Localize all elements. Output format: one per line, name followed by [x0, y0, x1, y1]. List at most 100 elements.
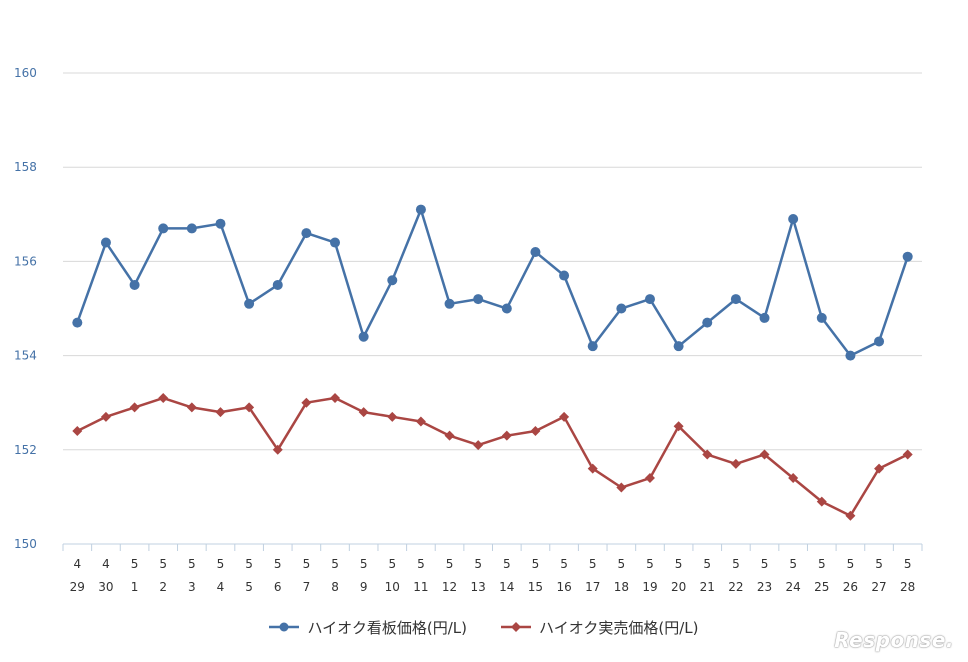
data-point-series-2[interactable] — [244, 402, 255, 413]
legend-circle-marker-icon — [269, 622, 300, 632]
x-tick-label-month: 5 — [503, 557, 511, 571]
x-tick-label-month: 5 — [217, 557, 225, 571]
legend-item-series-2[interactable]: ハイオク実売価格(円/L) — [501, 617, 699, 638]
x-tick-label-day: 16 — [556, 580, 571, 594]
data-point-series-1[interactable] — [72, 317, 83, 328]
x-tick-label-day: 2 — [159, 580, 167, 594]
data-point-series-1[interactable] — [673, 341, 684, 352]
data-point-series-1[interactable] — [730, 294, 741, 305]
data-point-series-1[interactable] — [473, 294, 484, 305]
data-point-series-1[interactable] — [129, 279, 140, 290]
data-point-series-1[interactable] — [330, 237, 341, 248]
x-tick-label-month: 5 — [417, 557, 425, 571]
x-tick-label-month: 5 — [560, 557, 568, 571]
x-tick-label-day: 3 — [188, 580, 196, 594]
data-point-series-2[interactable] — [702, 449, 713, 460]
x-tick-label-month: 5 — [904, 557, 912, 571]
x-tick-label-month: 5 — [188, 557, 196, 571]
data-point-series-1[interactable] — [358, 331, 369, 342]
data-point-series-1[interactable] — [816, 312, 827, 323]
data-point-series-1[interactable] — [272, 279, 283, 290]
x-tick-label-month: 5 — [703, 557, 711, 571]
data-point-series-2[interactable] — [415, 416, 426, 427]
data-point-series-2[interactable] — [845, 510, 856, 521]
x-tick-label-day: 10 — [385, 580, 400, 594]
data-point-series-1[interactable] — [244, 298, 255, 309]
series-line-2 — [76, 396, 909, 517]
data-point-series-1[interactable] — [100, 237, 111, 248]
data-point-series-1[interactable] — [301, 228, 312, 239]
data-point-series-2[interactable] — [444, 430, 455, 441]
data-point-series-2[interactable] — [788, 473, 799, 484]
data-point-series-1[interactable] — [444, 298, 455, 309]
data-point-series-1[interactable] — [215, 218, 226, 229]
data-point-series-1[interactable] — [501, 303, 512, 314]
data-point-series-2[interactable] — [129, 402, 140, 413]
x-tick-label-day: 18 — [614, 580, 629, 594]
x-tick-label-month: 5 — [646, 557, 654, 571]
data-point-series-1[interactable] — [530, 246, 541, 257]
x-tick-label-day: 21 — [700, 580, 715, 594]
x-tick-label-month: 5 — [589, 557, 597, 571]
data-point-series-2[interactable] — [473, 440, 484, 451]
x-tick-label-month: 4 — [73, 557, 81, 571]
data-point-series-2[interactable] — [902, 449, 913, 460]
legend-item-series-1[interactable]: ハイオク看板価格(円/L) — [269, 617, 467, 638]
x-tick-label-day: 24 — [786, 580, 801, 594]
data-point-series-2[interactable] — [100, 411, 111, 422]
data-point-series-1[interactable] — [702, 317, 713, 328]
data-point-series-2[interactable] — [759, 449, 770, 460]
data-point-series-2[interactable] — [186, 402, 197, 413]
data-point-series-2[interactable] — [559, 411, 570, 422]
data-point-series-2[interactable] — [215, 407, 226, 418]
data-point-series-2[interactable] — [358, 407, 369, 418]
data-point-series-2[interactable] — [330, 392, 341, 403]
data-point-series-1[interactable] — [616, 303, 627, 314]
data-point-series-1[interactable] — [902, 251, 913, 262]
x-tick-label-month: 5 — [303, 557, 311, 571]
data-point-series-1[interactable] — [559, 270, 570, 281]
data-point-series-2[interactable] — [272, 444, 283, 455]
data-point-series-2[interactable] — [673, 421, 684, 432]
x-tick-label-month: 5 — [789, 557, 797, 571]
data-point-series-2[interactable] — [874, 463, 885, 474]
data-point-series-2[interactable] — [301, 397, 312, 408]
x-tick-label-month: 5 — [446, 557, 454, 571]
data-point-series-2[interactable] — [387, 411, 398, 422]
data-point-series-2[interactable] — [816, 496, 827, 507]
data-point-series-2[interactable] — [158, 392, 169, 403]
data-point-series-1[interactable] — [587, 341, 598, 352]
y-axis: 150 152 154 156 158 160 — [14, 66, 37, 551]
data-point-series-2[interactable] — [644, 473, 655, 484]
data-point-series-2[interactable] — [587, 463, 598, 474]
data-point-series-2[interactable] — [501, 430, 512, 441]
x-tick-label-day: 28 — [900, 580, 915, 594]
x-tick-label-month: 4 — [102, 557, 110, 571]
x-tick-label-day: 4 — [217, 580, 225, 594]
data-point-series-1[interactable] — [186, 223, 197, 234]
x-tick-label-day: 15 — [528, 580, 543, 594]
data-point-series-1[interactable] — [759, 312, 770, 323]
data-point-series-2[interactable] — [72, 425, 83, 436]
data-point-series-2[interactable] — [730, 458, 741, 469]
data-point-series-1[interactable] — [415, 204, 426, 215]
x-tick-label-month: 5 — [388, 557, 396, 571]
data-point-series-1[interactable] — [788, 214, 799, 225]
data-point-series-1[interactable] — [158, 223, 169, 234]
gridlines — [63, 72, 922, 451]
x-tick-label-day: 23 — [757, 580, 772, 594]
data-point-series-1[interactable] — [845, 350, 856, 361]
x-tick-label-day: 5 — [245, 580, 253, 594]
y-tick-label: 154 — [14, 349, 37, 363]
data-point-series-1[interactable] — [874, 336, 885, 347]
legend-diamond-marker-icon — [501, 622, 531, 632]
data-point-series-2[interactable] — [530, 425, 541, 436]
data-point-series-1[interactable] — [644, 294, 655, 305]
data-point-series-1[interactable] — [387, 275, 398, 286]
x-tick-label-month: 5 — [818, 557, 826, 571]
legend: ハイオク看板価格(円/L) ハイオク実売価格(円/L) — [0, 613, 968, 641]
x-tick-label-month: 5 — [331, 557, 339, 571]
data-point-series-2[interactable] — [616, 482, 627, 493]
legend-label-series-2: ハイオク実売価格(円/L) — [539, 618, 699, 637]
